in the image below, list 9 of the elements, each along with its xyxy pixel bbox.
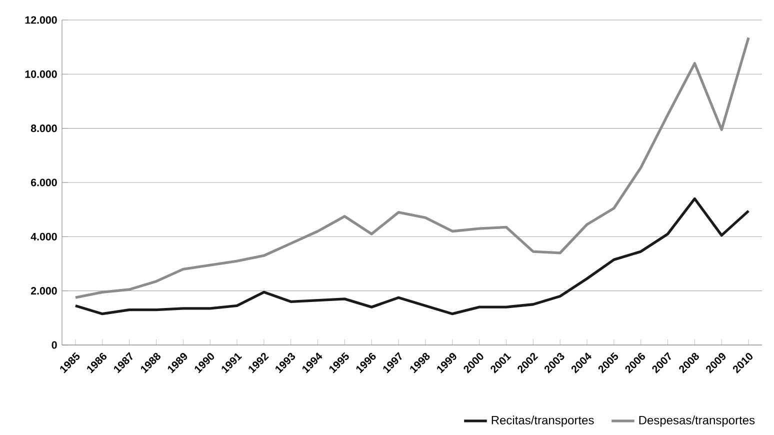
y-tick-label: 2.000 — [30, 287, 57, 295]
y-tick-label: 8.000 — [30, 124, 57, 132]
y-tick-label: 0 — [52, 341, 57, 349]
legend-label: Recitas/transportes — [492, 416, 594, 427]
legend-label: Despesas/transportes — [639, 416, 755, 427]
y-tick-label: 12.000 — [25, 16, 57, 24]
y-tick-label: 10.000 — [25, 70, 57, 78]
y-tick-label: 6.000 — [31, 178, 57, 186]
y-tick-label: 4.000 — [30, 232, 57, 240]
